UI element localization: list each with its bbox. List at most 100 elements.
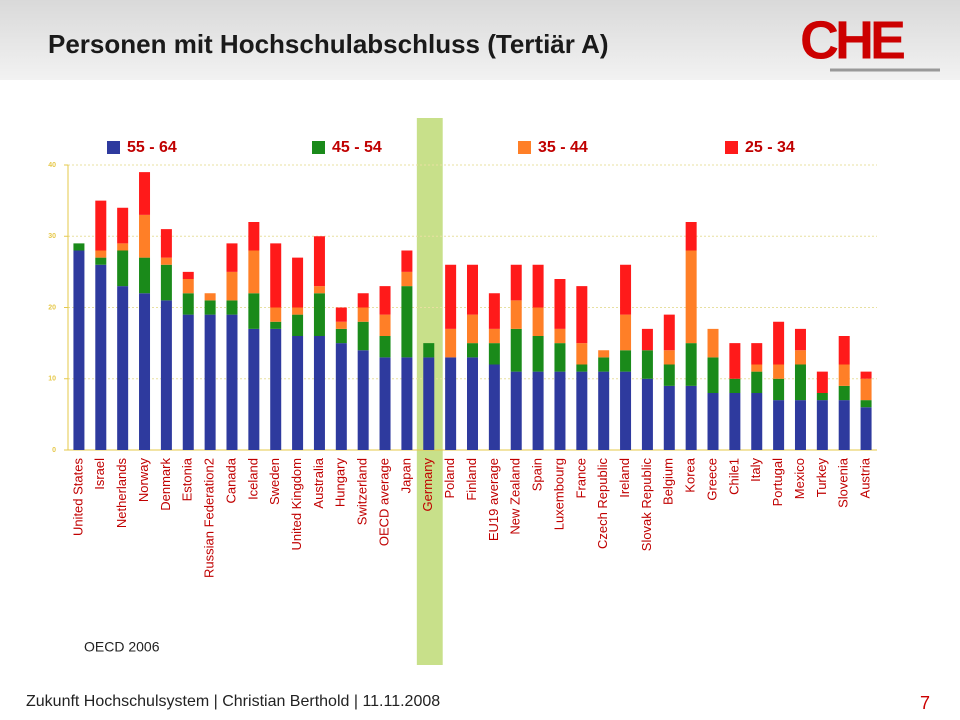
bar-segment: [838, 336, 850, 365]
x-tick-label: EU19 average: [486, 458, 501, 541]
bar-segment: [292, 336, 304, 450]
legend-label: 55 - 64: [127, 139, 177, 156]
y-tick-label: 0: [52, 447, 56, 454]
bar-segment: [838, 385, 850, 401]
bar-segment: [270, 328, 282, 450]
bar-segment: [488, 343, 500, 365]
bar-segment: [270, 307, 282, 322]
bar-segment: [248, 250, 260, 294]
bar-segment: [401, 286, 413, 358]
bar-segment: [226, 243, 238, 272]
x-tick-label: United Kingdom: [289, 458, 304, 551]
bar-segment: [445, 357, 457, 450]
bar-segment: [292, 314, 304, 336]
bar-segment: [598, 357, 610, 372]
bar-segment: [335, 328, 347, 344]
bar-segment: [139, 257, 151, 294]
bar-segment: [816, 400, 828, 450]
y-tick-label: 40: [48, 162, 56, 169]
bar-segment: [357, 307, 369, 322]
bar-segment: [95, 257, 107, 265]
bar-segment: [401, 250, 413, 272]
bar-segment: [794, 350, 806, 365]
x-tick-label: Slovak Republic: [639, 458, 654, 552]
bar-segment: [510, 371, 522, 450]
legend-label: 45 - 54: [332, 139, 382, 156]
x-tick-label: Chile1: [726, 458, 741, 495]
bar-segment: [488, 293, 500, 329]
bar-segment: [182, 279, 194, 294]
bar-segment: [773, 400, 785, 450]
bar-segment: [335, 307, 347, 322]
bar-segment: [729, 393, 741, 450]
bar-segment: [685, 250, 697, 344]
bar-segment: [313, 336, 325, 450]
bar-segment: [488, 364, 500, 450]
bar-segment: [794, 364, 806, 401]
x-tick-label: Italy: [748, 458, 763, 482]
x-tick-label: Russian Federation2: [202, 458, 217, 578]
bar-segment: [532, 336, 544, 372]
bar-segment: [773, 321, 785, 365]
bar-segment: [751, 393, 763, 450]
bar-segment: [226, 314, 238, 450]
bar-segment: [467, 343, 478, 358]
bar-segment: [73, 243, 85, 251]
bar-segment: [510, 264, 522, 301]
legend-swatch: [312, 141, 325, 154]
bar-segment: [598, 350, 610, 358]
bar-segment: [838, 364, 850, 386]
bar-segment: [554, 328, 566, 344]
bar-segment: [707, 393, 719, 450]
bar-segment: [532, 371, 544, 450]
bar-segment: [357, 350, 369, 450]
y-tick-label: 10: [48, 376, 56, 383]
x-tick-label: Turkey: [814, 458, 829, 498]
bar-segment: [620, 350, 632, 372]
bar-segment: [751, 343, 763, 365]
x-tick-label: Greece: [704, 458, 719, 501]
x-tick-label: Germany: [420, 458, 435, 512]
bar-segment: [576, 364, 588, 372]
x-tick-label: Netherlands: [114, 458, 129, 529]
bar-segment: [160, 300, 172, 450]
bar-segment: [379, 336, 391, 358]
bar-segment: [270, 243, 282, 308]
bar-segment: [139, 172, 151, 215]
bar-segment: [160, 229, 172, 258]
bar-segment: [663, 385, 675, 450]
x-tick-label: Japan: [398, 458, 413, 493]
bar-segment: [794, 400, 806, 450]
bar-segment: [117, 250, 129, 287]
x-tick-label: Portugal: [770, 458, 785, 507]
bar-segment: [248, 328, 260, 450]
bar-segment: [139, 214, 151, 258]
bar-segment: [751, 371, 763, 393]
slide-title: Personen mit Hochschulabschluss (Tertiär…: [48, 29, 609, 59]
chart: 0 10 20 30 40 55 - 64 45 - 54 35 - 44 25 - 34 Uni…: [48, 118, 877, 665]
bar-segment: [226, 300, 238, 315]
bar-segment: [117, 286, 129, 450]
x-tick-label: Spain: [530, 458, 545, 491]
bar-segment: [95, 200, 107, 251]
bar-segment: [160, 257, 172, 265]
bar-segment: [554, 279, 566, 329]
bar-segment: [379, 286, 391, 315]
x-tick-label: Belgium: [661, 458, 676, 505]
bar-segment: [467, 264, 478, 315]
bar-segment: [335, 343, 347, 450]
x-tick-label: Czech Republic: [595, 458, 610, 550]
bar-segment: [467, 357, 478, 450]
bar-segment: [532, 264, 544, 308]
bar-segment: [576, 371, 588, 450]
x-tick-label: Norway: [136, 458, 151, 503]
x-tick-label: Austria: [858, 457, 873, 498]
bar-segment: [204, 300, 216, 315]
source: OECD 2006: [84, 639, 160, 655]
x-tick-label: Mexico: [792, 458, 807, 499]
bar-segment: [248, 293, 260, 329]
bar-segment: [773, 378, 785, 401]
bar-segment: [641, 328, 653, 351]
bar-segment: [357, 321, 369, 351]
